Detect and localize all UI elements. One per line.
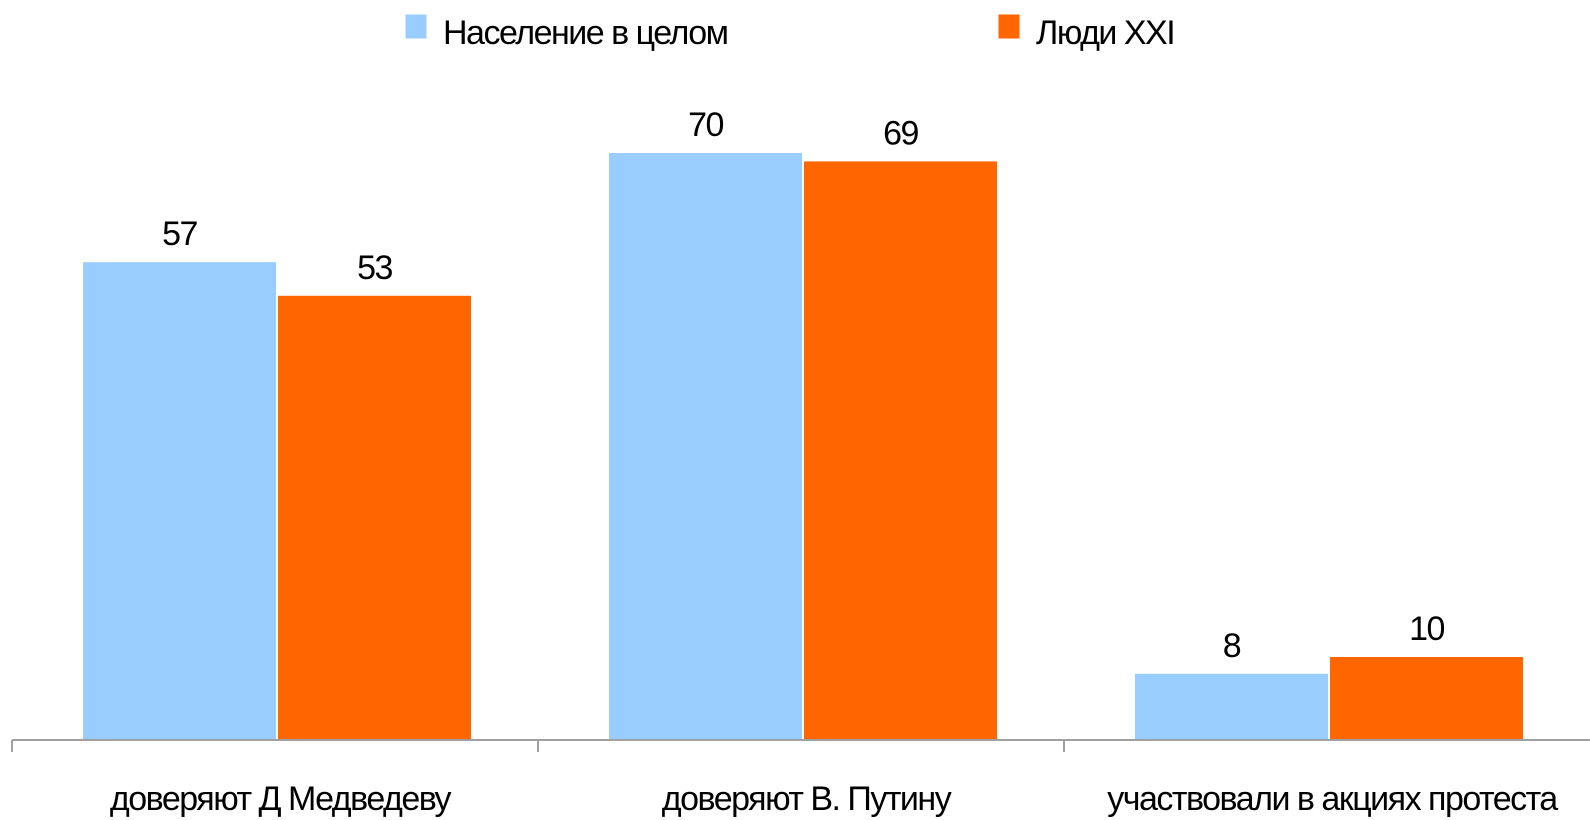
value-labels: 57 53 70 69 8 10 [162, 106, 1446, 665]
bar-people-xxi-2 [1328, 655, 1525, 741]
bar-people-xxi-1 [802, 159, 999, 741]
bar-population-0 [81, 260, 278, 741]
legend-label: Население в целом [443, 14, 728, 52]
category-labels: доверяют Д Медведеву доверяют В. Путину уч… [110, 780, 1560, 818]
legend-swatch [404, 13, 428, 40]
category-label: доверяют В. Путину [662, 780, 952, 818]
legend: Население в целом Люди XXI [404, 13, 1176, 52]
value-label: 53 [357, 249, 392, 287]
bars [81, 151, 1525, 741]
value-label: 69 [883, 114, 918, 152]
legend-label: Люди XXI [1036, 14, 1174, 52]
category-label: участвовали в акциях протеста [1107, 780, 1558, 818]
value-label: 70 [688, 106, 723, 144]
value-label: 8 [1223, 627, 1241, 665]
bar-population-1 [607, 151, 804, 741]
x-axis [11, 739, 1590, 752]
bar-population-2 [1133, 671, 1330, 741]
value-label: 10 [1409, 610, 1444, 648]
value-label: 57 [162, 215, 197, 253]
legend-swatch [997, 13, 1021, 40]
category-label: доверяют Д Медведеву [110, 780, 452, 818]
bar-people-xxi-0 [276, 293, 473, 741]
